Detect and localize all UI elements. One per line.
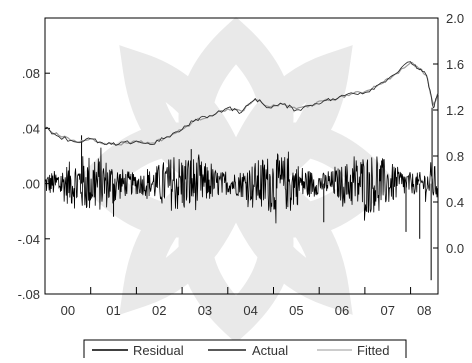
legend: Residual Actual Fitted — [83, 339, 407, 360]
x-axis-tick-label: 05 — [289, 303, 303, 318]
right-axis-tick-label: 1.2 — [446, 103, 464, 118]
actual-series — [44, 61, 439, 146]
right-axis-tick-label: 1.6 — [446, 57, 464, 72]
actual-line — [44, 61, 439, 146]
x-axis-tick-label: 07 — [380, 303, 394, 318]
x-axis-tick-label: 01 — [106, 303, 120, 318]
x-axis-tick-label: 06 — [335, 303, 349, 318]
left-axis-tick-label: .00 — [22, 177, 40, 192]
left-axis-tick-label: -.08 — [18, 287, 40, 302]
x-axis: 00 01 02 03 04 05 06 07 08 — [44, 287, 432, 318]
x-axis-tick-label: 08 — [417, 303, 431, 318]
watermark-ornament — [76, 16, 396, 344]
left-axis-tick-label: .04 — [22, 121, 40, 136]
left-axis-tick-label: .08 — [22, 66, 40, 81]
right-axis-tick-label: 0.4 — [446, 195, 464, 210]
residual-line — [44, 147, 439, 224]
legend-actual-label: Actual — [252, 343, 288, 358]
right-axis-tick-label: 2.0 — [446, 11, 464, 26]
right-axis-tick-label: 0.0 — [446, 241, 464, 256]
legend-fitted-label: Fitted — [357, 343, 390, 358]
right-axis: 2.0 1.6 1.2 0.8 0.4 0.0 — [433, 11, 464, 256]
residual-series — [44, 107, 439, 281]
x-axis-tick-label: 02 — [152, 303, 166, 318]
legend-residual-label: Residual — [133, 343, 184, 358]
x-axis-tick-label: 00 — [61, 303, 75, 318]
right-axis-tick-label: 0.8 — [446, 149, 464, 164]
left-axis-tick-label: -.04 — [18, 232, 40, 247]
x-axis-tick-label: 03 — [198, 303, 212, 318]
x-axis-tick-label: 04 — [243, 303, 257, 318]
